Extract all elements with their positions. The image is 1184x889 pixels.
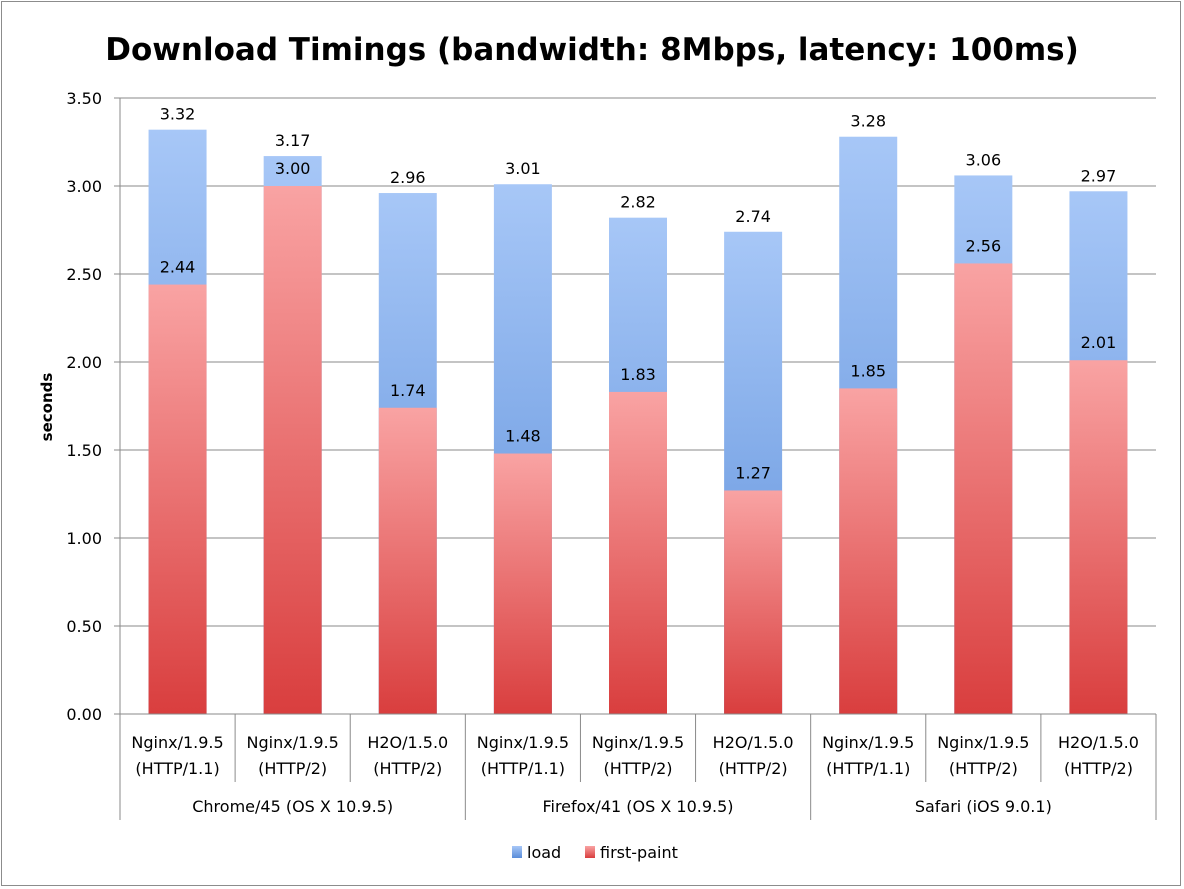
bar-first-paint	[148, 284, 207, 714]
x-category-label: Nginx/1.9.5	[592, 733, 684, 752]
legend-swatch	[512, 846, 522, 858]
data-label-load: 3.28	[850, 112, 886, 131]
y-tick-label: 3.50	[66, 89, 102, 108]
x-category-label: (HTTP/2)	[604, 759, 673, 778]
data-label-first-paint: 2.44	[160, 258, 196, 277]
data-label-first-paint: 2.56	[966, 236, 1002, 255]
data-label-first-paint: 2.01	[1081, 333, 1117, 352]
y-axis-label: seconds	[38, 373, 56, 442]
x-group-label: Firefox/41 (OS X 10.9.5)	[542, 797, 733, 816]
x-category-label: Nginx/1.9.5	[131, 733, 223, 752]
bar-first-paint	[263, 186, 322, 714]
y-tick-label: 2.50	[66, 265, 102, 284]
y-tick-label: 0.50	[66, 617, 102, 636]
y-tick-label: 3.00	[66, 177, 102, 196]
legend-swatch	[585, 846, 595, 858]
data-label-first-paint: 1.85	[850, 361, 886, 380]
x-category-label: Nginx/1.9.5	[247, 733, 339, 752]
bar-first-paint	[954, 263, 1013, 714]
data-labels: 3.32 2.44 3.17 3.00 2.96 1.74 3.01 1.48 2.82 1.83…	[160, 105, 1117, 483]
data-label-load: 3.06	[966, 150, 1002, 169]
data-label-first-paint: 1.27	[735, 463, 771, 482]
bar-first-paint	[493, 453, 552, 714]
x-category-label: (HTTP/1.1)	[826, 759, 910, 778]
data-label-load: 3.17	[275, 131, 311, 150]
data-label-load: 2.96	[390, 168, 426, 187]
chart-title: Download Timings (bandwidth: 8Mbps, late…	[105, 32, 1079, 68]
data-label-load: 3.01	[505, 159, 541, 178]
x-category-label: Nginx/1.9.5	[822, 733, 914, 752]
x-category-label: H2O/1.5.0	[713, 733, 794, 752]
y-tick-label: 1.00	[66, 529, 102, 548]
bar-first-paint	[839, 388, 898, 714]
data-label-load: 2.82	[620, 193, 656, 212]
legend: load first-paint	[512, 843, 678, 862]
data-label-load: 2.97	[1081, 166, 1117, 185]
data-label-load: 3.32	[160, 105, 196, 124]
y-tick-label: 2.00	[66, 353, 102, 372]
bar-first-paint	[378, 407, 437, 714]
x-group-label: Chrome/45 (OS X 10.9.5)	[192, 797, 393, 816]
bar-first-paint	[724, 490, 783, 714]
x-group-label: Safari (iOS 9.0.1)	[915, 797, 1052, 816]
x-category-label: (HTTP/2)	[719, 759, 788, 778]
x-category-label: (HTTP/2)	[1064, 759, 1133, 778]
axes: 0.00 0.50 1.00 1.50 2.00 2.50 3.00 3.50 Nginx/1.…	[66, 89, 1157, 820]
x-category-label: Nginx/1.9.5	[477, 733, 569, 752]
bars	[148, 129, 1128, 715]
x-category-label: (HTTP/2)	[949, 759, 1018, 778]
x-category-label: H2O/1.5.0	[1058, 733, 1139, 752]
data-label-load: 2.74	[735, 207, 771, 226]
x-category-label: (HTTP/2)	[258, 759, 327, 778]
x-category-label: H2O/1.5.0	[367, 733, 448, 752]
x-category-label: Nginx/1.9.5	[937, 733, 1029, 752]
x-category-label: (HTTP/1.1)	[481, 759, 565, 778]
x-category-label: (HTTP/1.1)	[135, 759, 219, 778]
data-label-first-paint: 1.83	[620, 365, 656, 384]
bar-first-paint	[1069, 360, 1128, 714]
bar-first-paint	[609, 391, 667, 714]
legend-entry: first-paint	[600, 843, 678, 862]
data-label-first-paint: 1.74	[390, 381, 426, 400]
x-category-label: (HTTP/2)	[373, 759, 442, 778]
data-label-first-paint: 1.48	[505, 427, 541, 446]
y-tick-label: 0.00	[66, 705, 102, 724]
y-tick-label: 1.50	[66, 441, 102, 460]
legend-entry: load	[527, 843, 561, 862]
data-label-first-paint: 3.00	[275, 159, 311, 178]
